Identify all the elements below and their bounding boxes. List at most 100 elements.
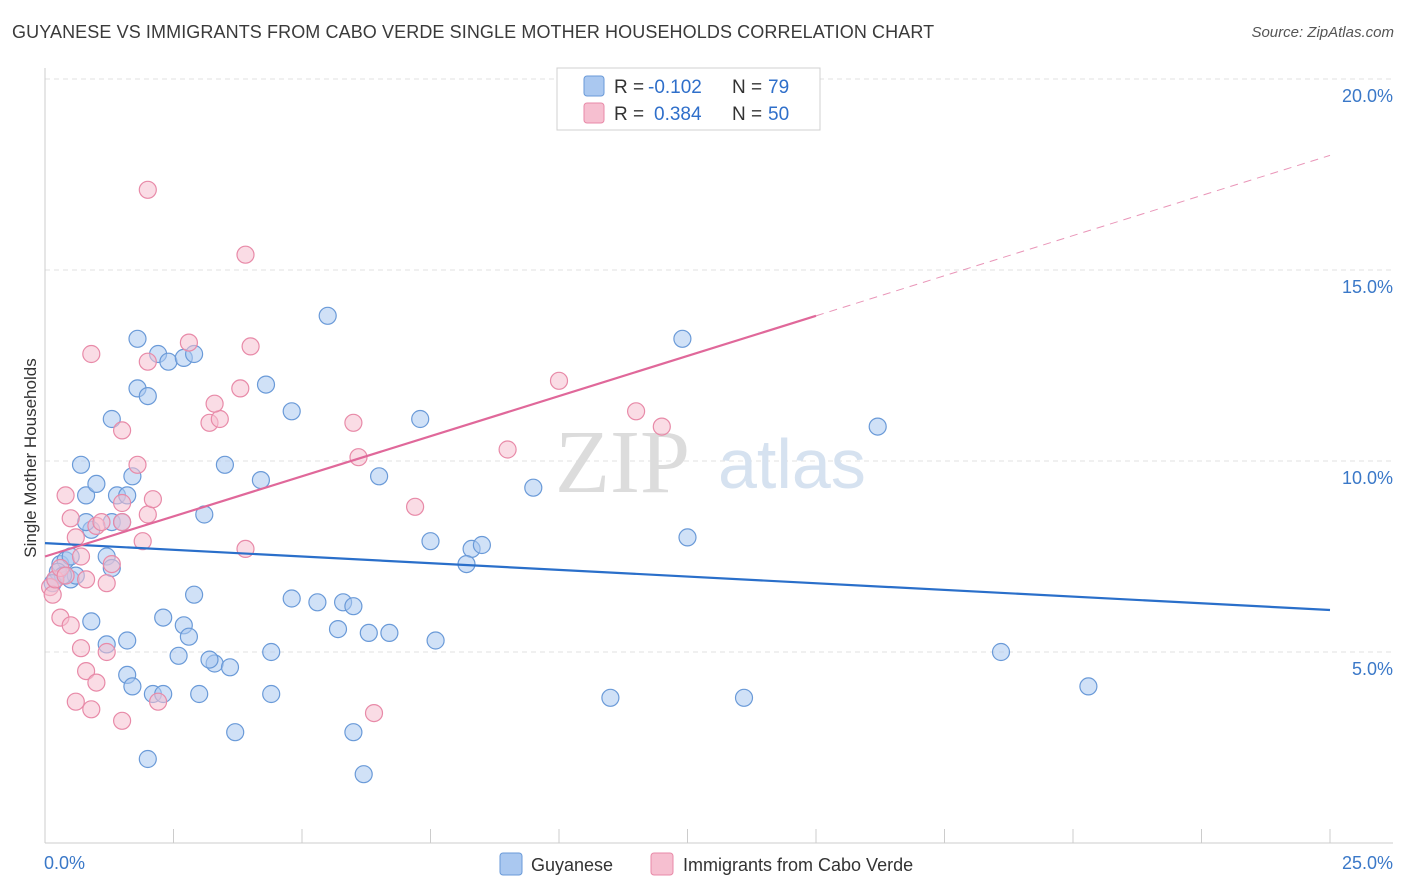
guyanese-point-73 xyxy=(344,723,363,742)
cabo-verde-point-36 xyxy=(626,402,646,421)
series-cabo-verde-points xyxy=(40,180,671,730)
bottom-legend-swatch-cabo-verde xyxy=(650,852,674,876)
guyanese-point-74 xyxy=(354,765,373,784)
cabo-verde-point-17 xyxy=(138,505,157,524)
cabo-verde-point-18 xyxy=(143,490,162,509)
cabo-verde-point-24 xyxy=(210,409,229,429)
guyanese-point-70 xyxy=(190,684,209,704)
guyanese-point-72 xyxy=(226,723,245,742)
cabo-verde-point-29 xyxy=(138,180,157,199)
x-tick-label-min: 0.0% xyxy=(44,853,85,873)
cabo-verde-point-38 xyxy=(112,493,132,513)
cabo-verde-point-35 xyxy=(549,371,569,390)
cabo-verde-point-42 xyxy=(76,661,96,681)
legend-r-label-1: R = xyxy=(614,77,644,98)
guyanese-point-24 xyxy=(128,329,147,348)
guyanese-point-49 xyxy=(344,597,363,616)
trend-line-cabo-verde xyxy=(44,314,817,558)
guyanese-point-42 xyxy=(169,646,188,665)
guyanese-point-11 xyxy=(87,474,106,493)
cabo-verde-point-47 xyxy=(112,711,132,730)
cabo-verde-point-32 xyxy=(349,448,368,467)
guyanese-point-63 xyxy=(1079,677,1098,696)
cabo-verde-point-44 xyxy=(97,642,116,662)
cabo-verde-point-14 xyxy=(112,512,132,532)
guyanese-point-41 xyxy=(179,627,198,646)
guyanese-point-38 xyxy=(154,608,173,627)
guyanese-point-26 xyxy=(215,455,234,474)
axes xyxy=(44,68,1393,844)
cabo-verde-point-21 xyxy=(138,352,157,371)
cabo-verde-point-22 xyxy=(179,333,198,352)
guyanese-point-8 xyxy=(71,455,91,474)
guyanese-point-76 xyxy=(200,650,219,669)
guyanese-point-59 xyxy=(673,329,692,348)
cabo-verde-point-31 xyxy=(344,413,363,432)
legend-n-label-2: N = xyxy=(732,104,762,125)
guyanese-point-62 xyxy=(991,642,1011,662)
guyanese-point-67 xyxy=(123,677,142,696)
watermark-atlas: atlas xyxy=(718,425,866,503)
cabo-verde-point-13 xyxy=(102,554,121,574)
cabo-verde-point-7 xyxy=(56,486,75,505)
cabo-verde-point-11 xyxy=(92,512,111,532)
guyanese-point-31 xyxy=(411,409,430,429)
grid-lines xyxy=(45,78,1393,653)
guyanese-point-28 xyxy=(282,402,301,421)
cabo-verde-point-46 xyxy=(82,700,101,719)
guyanese-point-71 xyxy=(262,684,281,704)
chart-source: Source: ZipAtlas.com xyxy=(1251,24,1394,41)
cabo-verde-point-19 xyxy=(112,421,132,440)
y-axis-title: Single Mother Households xyxy=(21,358,40,557)
legend-n-value-1: 79 xyxy=(768,77,789,98)
guyanese-point-36 xyxy=(82,612,101,631)
cabo-verde-point-48 xyxy=(149,692,168,711)
cabo-verde-point-12 xyxy=(97,574,116,593)
guyanese-point-77 xyxy=(118,631,137,650)
guyanese-point-46 xyxy=(308,593,327,612)
y-tick-label-10: 10.0% xyxy=(1342,468,1393,488)
trend-line-cabo-verde-extension xyxy=(815,154,1331,317)
y-tick-label-5: 5.0% xyxy=(1352,659,1393,679)
trend-line-guyanese xyxy=(44,542,1331,612)
guyanese-point-32 xyxy=(251,471,270,490)
y-tick-label-20: 20.0% xyxy=(1342,86,1393,106)
cabo-verde-point-15 xyxy=(128,455,147,474)
legend-r-value-1: -0.102 xyxy=(648,77,702,98)
series-guyanese-points xyxy=(43,306,1098,784)
guyanese-point-21 xyxy=(159,352,178,371)
y-tick-label-15: 15.0% xyxy=(1342,277,1393,297)
cabo-verde-point-49 xyxy=(364,703,384,723)
cabo-verde-point-30 xyxy=(236,245,255,264)
cabo-verde-point-5 xyxy=(61,509,80,528)
guyanese-point-18 xyxy=(102,409,121,429)
cabo-verde-point-43 xyxy=(87,673,106,692)
guyanese-point-55 xyxy=(472,535,491,555)
legend-n-label-1: N = xyxy=(732,77,762,98)
legend-swatch-guyanese xyxy=(583,75,605,97)
cabo-verde-point-20 xyxy=(82,344,101,364)
chart-title: GUYANESE VS IMMIGRANTS FROM CABO VERDE S… xyxy=(12,22,935,42)
guyanese-point-27 xyxy=(256,375,276,394)
x-tick-label-max: 25.0% xyxy=(1342,853,1393,873)
cabo-verde-point-16 xyxy=(133,532,152,551)
trend-lines xyxy=(44,154,1331,612)
guyanese-point-75 xyxy=(138,749,157,769)
guyanese-point-44 xyxy=(220,658,240,677)
bottom-legend-label-guyanese: Guyanese xyxy=(531,855,613,875)
tick-labels: 5.0% 10.0% 15.0% 20.0% 0.0% 25.0% xyxy=(44,86,1393,873)
guyanese-point-50 xyxy=(328,619,348,639)
cabo-verde-point-4 xyxy=(56,566,75,585)
cabo-verde-point-33 xyxy=(406,497,425,516)
guyanese-point-45 xyxy=(262,642,281,662)
legend-r-value-2: 0.384 xyxy=(654,104,702,125)
legend-n-value-2: 50 xyxy=(768,104,789,125)
legend-swatch-cabo-verde xyxy=(583,102,605,124)
guyanese-point-61 xyxy=(868,417,887,436)
cabo-verde-point-25 xyxy=(205,394,224,413)
cabo-verde-point-40 xyxy=(61,616,80,635)
cabo-verde-point-26 xyxy=(231,379,250,398)
guyanese-point-53 xyxy=(426,631,445,650)
cabo-verde-point-8 xyxy=(71,547,91,566)
